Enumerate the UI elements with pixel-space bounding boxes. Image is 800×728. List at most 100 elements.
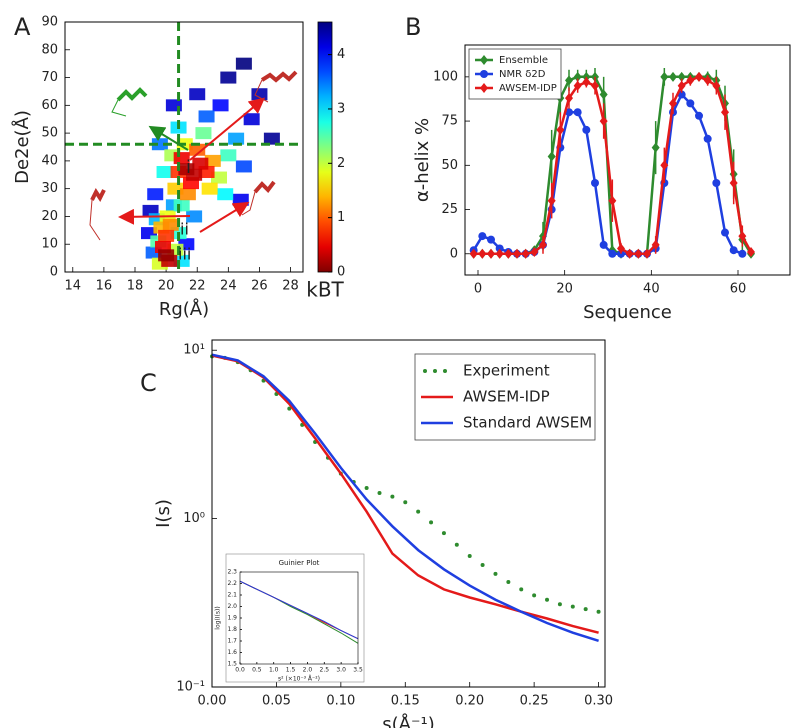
colorbar-label: kBT [306,278,344,302]
marker [390,494,395,499]
heatmap-cell [179,188,196,201]
annotation: i [186,157,191,178]
x-tick-label: 0.30 [584,694,613,709]
marker [703,134,712,143]
x-tick-label: 22 [189,279,206,294]
heatmap-cell [156,166,173,178]
colorbar-tick-label: 2 [337,156,345,171]
marker [506,580,511,585]
marker [660,160,669,171]
marker [738,231,747,242]
heatmap-cell [192,157,209,170]
marker [651,142,660,153]
y-tick-label: 90 [41,15,58,30]
marker [608,249,617,258]
heatmap [141,57,280,270]
heatmap-cell [263,132,280,145]
y-tick-label: 25 [441,202,458,217]
y-tick-label: 1.6 [227,649,237,656]
colorbar-tick-label: 3 [337,101,345,116]
chart-title: Guinier Plot [279,559,320,567]
legend-label: Experiment [463,362,550,380]
marker [721,107,729,118]
legend-swatch [480,70,488,78]
marker [547,195,556,206]
x-tick-label: 60 [730,282,747,297]
x-tick-label: 0 [474,282,482,297]
marker [403,500,408,505]
x-tick-label: 16 [96,279,113,294]
legend-swatch [480,83,488,93]
heatmap-cell [235,160,252,173]
y-tick-label: 10⁰ [183,511,205,526]
marker [660,71,669,82]
x-tick-label: 0.5 [252,667,262,674]
heatmap-cell [195,127,212,140]
y-axis-label: log(I(s)) [215,606,222,629]
heatmap-cell [147,188,164,201]
marker [287,406,292,411]
marker [504,248,513,259]
y-tick-label: 10⁻¹ [176,680,205,695]
marker [556,124,565,135]
heatmap-cell [204,154,221,167]
marker [729,246,738,255]
y-tick-label: 50 [41,126,58,141]
marker [539,239,547,250]
y-tick-label: 1.7 [227,638,237,645]
annotation: ii [180,220,189,239]
x-tick-label: 2.0 [303,667,313,674]
annotation: iii [178,245,191,264]
panel-label: B [405,13,421,41]
x-tick-label: 28 [282,279,299,294]
marker [364,485,369,490]
marker [487,248,495,259]
y-tick-label: 40 [41,153,58,168]
x-tick-label: 40 [643,282,660,297]
y-tick-label: 1.8 [227,626,237,633]
y-tick-label: 20 [41,209,58,224]
marker [377,490,382,495]
marker [495,248,504,259]
marker [513,248,521,259]
heatmap-cell [173,199,190,212]
y-tick-label: 80 [41,42,58,57]
marker [545,597,550,602]
marker [721,228,729,237]
x-axis-label: s(Å⁻¹) [382,713,434,728]
marker [565,108,573,117]
marker [573,71,582,82]
line [239,580,359,640]
y-tick-label: 10¹ [183,343,205,358]
heatmap-cell [158,229,175,242]
marker [521,248,530,259]
marker [478,248,487,259]
marker [625,248,634,259]
x-tick-label: 26 [251,279,268,294]
marker [729,178,738,188]
marker [480,563,485,568]
colorbar-tick-label: 4 [337,47,345,62]
marker [617,243,625,254]
colorbar-tick-label: 1 [337,210,345,225]
panel-label: A [14,13,31,41]
colorbar-tick-label: 0 [337,265,345,280]
heatmap-cell [186,210,203,223]
line [473,75,753,256]
marker [591,179,599,187]
y-tick-label: 2.0 [227,603,237,610]
marker [599,116,608,127]
line [211,354,599,634]
x-tick-label: 20 [556,282,573,297]
marker [487,235,495,244]
x-axis-label: Rg(Å) [159,298,209,320]
y-tick-label: 10 [41,237,58,252]
marker [703,75,712,86]
marker [532,593,537,598]
x-tick-label: 3.5 [353,667,363,674]
heatmap-cell [232,193,249,206]
heatmap-cell [251,88,268,101]
marker [599,89,608,100]
plot-frame [464,44,791,276]
